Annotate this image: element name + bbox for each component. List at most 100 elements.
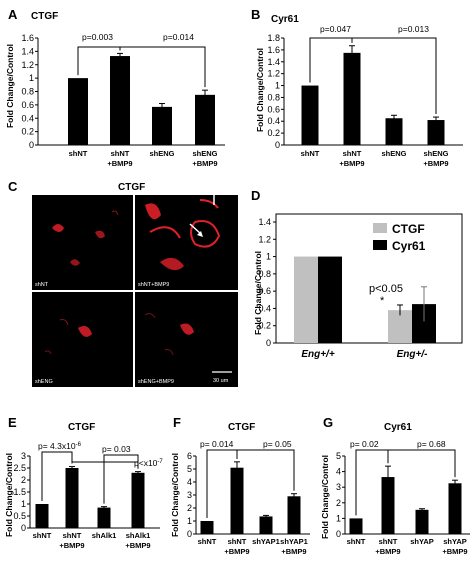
x-tick-label: shYAP xyxy=(443,537,467,546)
y-tick-label: 1 xyxy=(29,73,34,83)
panel-a-title: CTGF xyxy=(31,11,58,22)
bar-cyr61 xyxy=(318,256,342,343)
x-tick-label: +BMP9 xyxy=(192,159,217,168)
bar xyxy=(427,120,445,145)
panel-e-title: CTGF xyxy=(68,422,95,433)
micrograph-shnt: shNT xyxy=(32,195,133,290)
legend-swatch-ctgf xyxy=(373,223,387,233)
micrograph-shnt-label: shNT xyxy=(35,282,49,288)
panel-g-pvalue-2: p= 0.68 xyxy=(417,439,446,449)
panel-e-pvalue-2: p= 0.03 xyxy=(102,444,131,454)
panel-e: E CTGF Fold Change/Control 0 0.5 1 1.5 2 2.5 3… xyxy=(4,415,163,550)
y-tick-label: 0.2 xyxy=(267,128,280,138)
significance-bracket xyxy=(41,451,73,501)
bar xyxy=(259,516,273,534)
y-tick-label: 0.4 xyxy=(21,113,34,123)
x-tick-label: shNT xyxy=(228,537,247,546)
panel-f-letter: F xyxy=(173,415,181,430)
y-tick-label: 0.4 xyxy=(267,116,280,126)
arrow-icon xyxy=(189,223,202,235)
panel-g-ylabel: Fold Change/Control xyxy=(320,455,330,539)
panel-e-pvalue-3: p<x10-7 xyxy=(134,458,163,468)
panel-b-pvalue-2: p=0.013 xyxy=(398,24,429,34)
panel-a-ylabel: Fold Change/Control xyxy=(5,44,15,128)
y-tick-label: 1 xyxy=(275,81,280,91)
x-tick-label: shENG xyxy=(423,149,448,158)
y-tick-label: 3 xyxy=(187,490,192,500)
panel-c-title: CTGF xyxy=(118,182,145,193)
y-tick-label: 5 xyxy=(336,451,341,461)
y-tick-label: 2.5 xyxy=(13,463,26,473)
x-tick-label: shNT xyxy=(301,149,320,158)
y-tick-label: 3 xyxy=(336,482,341,492)
panel-g-letter: G xyxy=(323,415,333,430)
panel-a: A CTGF Fold Change/Control 0 0.2 0.4 0.6 0.8… xyxy=(5,7,225,168)
y-tick-label: 1.2 xyxy=(267,69,280,79)
legend-swatch-cyr61 xyxy=(373,240,387,250)
panel-b: B Cyr61 Fold Change/Control 0 0.2 0.4 0.6 0.… xyxy=(251,7,463,168)
panel-d-ylabel: Fold Change/Control xyxy=(253,251,263,335)
panel-e-letter: E xyxy=(8,415,17,430)
legend-label-cyr61: Cyr61 xyxy=(392,239,426,253)
bar xyxy=(343,52,361,145)
micrograph-sheng: shENG xyxy=(32,292,133,387)
panel-d: D Fold Change/Control 0 0.2 0.4 0.6 0.8 1 1.2 1… xyxy=(251,188,463,360)
bar xyxy=(287,496,301,534)
bar xyxy=(131,472,145,528)
y-tick-label: 0 xyxy=(275,140,280,150)
x-tick-label: shNT xyxy=(379,537,398,546)
y-tick-label: 1.6 xyxy=(21,33,34,43)
y-tick-label: 0.5 xyxy=(13,511,26,521)
bar xyxy=(68,78,88,145)
x-tick-label: shAlk1 xyxy=(92,531,117,540)
significance-bracket xyxy=(119,46,206,88)
y-tick-label: 1.4 xyxy=(267,57,280,67)
y-tick-label: 1 xyxy=(21,499,26,509)
y-tick-label: 0.6 xyxy=(267,104,280,114)
bar xyxy=(301,85,319,145)
y-tick-label: 0.6 xyxy=(258,286,271,296)
bar xyxy=(381,477,395,534)
significance-bracket xyxy=(387,449,456,478)
significance-bracket xyxy=(71,461,139,469)
y-tick-label: 0 xyxy=(187,529,192,539)
panel-a-pvalue-1: p=0.003 xyxy=(82,32,113,42)
x-tick-label: shNT xyxy=(343,149,362,158)
y-tick-label: 1.4 xyxy=(258,217,271,227)
bar xyxy=(230,467,244,534)
micrograph-shnt-bmp9-label: shNT+BMP9 xyxy=(138,282,169,288)
bar xyxy=(110,56,130,145)
panel-g-title: Cyr61 xyxy=(384,422,412,433)
panel-f-ylabel: Fold Change/Control xyxy=(170,453,180,537)
panel-f: F CTGF Fold Change/Control 0 1 2 3 4 5 6 shNT sh… xyxy=(170,415,310,556)
panel-e-ylabel: Fold Change/Control xyxy=(4,453,14,537)
y-tick-label: 1 xyxy=(266,252,271,262)
bar-ctgf xyxy=(388,310,412,343)
y-tick-label: 0 xyxy=(29,140,34,150)
bar xyxy=(448,483,462,534)
panel-d-star: * xyxy=(380,295,385,307)
x-tick-label: shNT xyxy=(347,537,366,546)
x-tick-label: shNT xyxy=(111,149,130,158)
panel-b-pvalue-1: p=0.047 xyxy=(320,24,351,34)
x-tick-label: +BMP9 xyxy=(59,541,84,550)
bar xyxy=(385,118,403,145)
x-tick-label: +BMP9 xyxy=(125,541,150,550)
bar xyxy=(35,504,49,528)
y-tick-label: 6 xyxy=(187,451,192,461)
x-tick-label: +BMP9 xyxy=(224,547,249,556)
panel-f-title: CTGF xyxy=(228,422,255,433)
x-tick-label: shYAP1 xyxy=(280,537,308,546)
y-tick-label: 4 xyxy=(187,477,192,487)
y-tick-label: 0.8 xyxy=(258,269,271,279)
x-tick-label: shYAP xyxy=(410,537,434,546)
x-tick-label: shAlk1 xyxy=(126,531,151,540)
significance-bracket xyxy=(351,37,437,115)
y-tick-label: 2 xyxy=(21,475,26,485)
x-tick-label: +BMP9 xyxy=(339,159,364,168)
x-tick-label: Eng+/- xyxy=(397,349,429,360)
y-tick-label: 0.2 xyxy=(258,321,271,331)
x-tick-label: shNT xyxy=(63,531,82,540)
panel-b-ylabel: Fold Change/Control xyxy=(255,48,265,132)
